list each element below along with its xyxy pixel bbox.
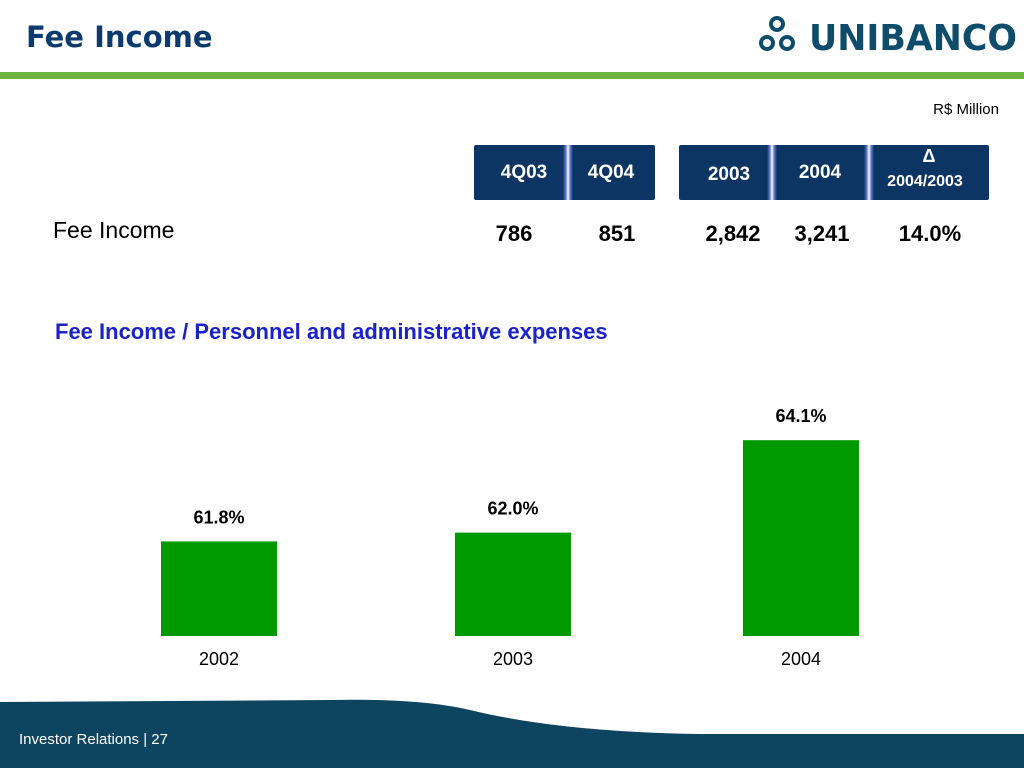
value-2003: 2,842: [705, 221, 761, 246]
row-label: Fee Income: [53, 217, 175, 243]
column-header-2004: 2004: [798, 162, 842, 183]
logo-emblem-icon: [759, 16, 795, 51]
column-header-4q03: 4Q03: [500, 162, 548, 183]
year-header-group: [679, 145, 989, 200]
value-delta: 14.0%: [898, 221, 962, 246]
bar-2002: [161, 541, 277, 636]
bar-2004: [743, 440, 859, 636]
value-4q04: 851: [598, 221, 636, 246]
footer-wave: [0, 699, 1024, 768]
column-header-4q04: 4Q04: [587, 162, 635, 183]
column-header-delta: 2004/2003: [887, 173, 963, 190]
footer-band: [0, 699, 1024, 768]
delta-symbol: Δ: [922, 146, 936, 166]
footer-text: Investor Relations | 27: [19, 731, 168, 748]
unit-label: R$ Million: [933, 101, 999, 118]
header-separator: [864, 145, 874, 200]
column-header-2003: 2003: [707, 164, 751, 185]
value-2004: 3,241: [794, 221, 850, 246]
data-label-2002: 61.8%: [193, 507, 244, 527]
category-label-2004: 2004: [781, 649, 821, 669]
unibanco-logo: UNIBANCO: [755, 12, 1020, 59]
logo-wordmark: UNIBANCO: [809, 18, 1017, 58]
chart-title: Fee Income / Personnel and administrativ…: [55, 319, 608, 344]
data-label-2004: 64.1%: [775, 406, 826, 426]
header-separator: [563, 145, 573, 200]
header-separator: [767, 145, 777, 200]
value-4q03: 786: [495, 221, 533, 246]
page-title: Fee Income: [26, 20, 213, 54]
bar-2003: [455, 532, 571, 636]
header-divider: [0, 72, 1024, 79]
category-label-2003: 2003: [493, 649, 533, 669]
data-label-2003: 62.0%: [487, 499, 538, 519]
category-label-2002: 2002: [199, 649, 239, 669]
